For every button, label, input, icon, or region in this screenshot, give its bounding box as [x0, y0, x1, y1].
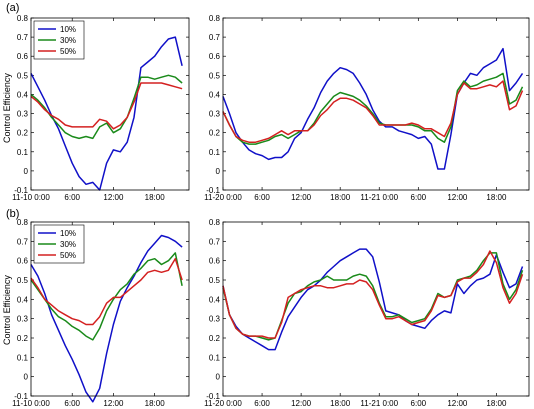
- x-tick-label: 12:00: [103, 399, 124, 408]
- x-tick-label: 12:00: [291, 399, 312, 408]
- y-tick-label: 0.3: [17, 110, 29, 119]
- y-tick-label: 0: [216, 167, 221, 176]
- series-line-30pct: [222, 252, 524, 341]
- plot-frame: [222, 17, 530, 191]
- series-line-50pct: [222, 80, 524, 143]
- y-tick-label: 0: [216, 373, 221, 382]
- legend-entry: 50%: [60, 47, 76, 56]
- y-tick-label: 0.1: [17, 353, 29, 362]
- y-tick-label: 0.7: [17, 33, 29, 42]
- y-tick-label: 0.1: [17, 148, 29, 157]
- x-tick-label: 12:00: [447, 193, 468, 202]
- y-tick-label: -0.1: [14, 186, 28, 195]
- y-tick-label: 0.5: [17, 276, 29, 285]
- x-tick-label: 11-10 0:00: [12, 193, 50, 202]
- y-tick-label: 0.8: [209, 14, 221, 23]
- y-tick-label: 0.6: [17, 257, 29, 266]
- x-tick-label: 11-21 0:00: [360, 193, 398, 202]
- series-line-10pct: [222, 248, 524, 351]
- y-tick-label: 0.2: [209, 334, 221, 343]
- y-tick-label: 0.8: [17, 14, 29, 23]
- legend: 10% 30% 50%: [33, 224, 85, 264]
- x-tick-label: 6:00: [64, 399, 80, 408]
- y-tick-label: 0.6: [17, 52, 29, 61]
- y-tick-label: 0.4: [17, 295, 29, 304]
- y-tick-label: 0.3: [209, 110, 221, 119]
- y-tick-label: 0.2: [17, 129, 29, 138]
- x-tick-label: 18:00: [330, 399, 351, 408]
- legend-entry: 10%: [60, 25, 76, 34]
- subplot-3: -0.1 0 0.1 0.2 0.3 0.4 0.5 0.6 0.7 0.8 11-20 0:00 6…: [204, 218, 530, 408]
- series-line-30pct: [222, 72, 524, 145]
- y-tick-label: 0.7: [17, 237, 29, 246]
- y-tick-label: 0.6: [209, 257, 221, 266]
- legend-entry: 30%: [60, 36, 76, 45]
- y-tick-label: 0.5: [17, 71, 29, 80]
- series-line-50pct: [222, 250, 524, 339]
- y-tick-label: 0.2: [17, 334, 29, 343]
- x-tick-label: 12:00: [103, 193, 124, 202]
- y-tick-label: 0.6: [209, 52, 221, 61]
- y-tick-label: 0.3: [209, 315, 221, 324]
- series-line-50pct: [30, 257, 183, 326]
- plot-frame: [30, 221, 190, 397]
- x-tick-label: 11-20 0:00: [204, 193, 242, 202]
- y-tick-label: 0.1: [209, 148, 221, 157]
- series-line-30pct: [30, 252, 183, 341]
- x-tick-label: 18:00: [486, 399, 507, 408]
- y-tick-label: 0: [24, 167, 29, 176]
- subplot-0: -0.1 0 0.1 0.2 0.3 0.4 0.5 0.6 0.7 0.8 11-10 0:00 6…: [12, 14, 190, 202]
- plot-area-group: -0.1 0 0.1 0.2 0.3 0.4 0.5 0.6 0.7 0.8 11-10 0:00 6…: [12, 14, 530, 408]
- series-line-10pct: [30, 234, 183, 403]
- y-tick-label: 0.8: [17, 218, 29, 227]
- series-line-30pct: [30, 74, 183, 140]
- legend-entry: 50%: [60, 251, 76, 260]
- x-tick-label: 18:00: [145, 193, 166, 202]
- x-tick-label: 11-21 0:00: [360, 399, 398, 408]
- legend: 10% 30% 50%: [33, 20, 85, 60]
- series-line-50pct: [30, 82, 183, 130]
- legend-entry: 10%: [60, 229, 76, 238]
- x-tick-label: 12:00: [291, 193, 312, 202]
- x-tick-label: 6:00: [254, 399, 270, 408]
- y-tick-label: 0.5: [209, 71, 221, 80]
- subplot-1: -0.1 0 0.1 0.2 0.3 0.4 0.5 0.6 0.7 0.8 11-20 0:00 6…: [204, 14, 530, 202]
- y-tick-label: -0.1: [206, 186, 220, 195]
- y-axis-label-bottom: Control Efficiency: [2, 275, 12, 345]
- y-tick-label: 0.3: [17, 315, 29, 324]
- x-tick-label: 6:00: [254, 193, 270, 202]
- y-tick-label: 0.1: [209, 353, 221, 362]
- x-tick-label: 11-20 0:00: [204, 399, 242, 408]
- y-tick-label: 0.2: [209, 129, 221, 138]
- panel-label-a: (a): [6, 2, 19, 14]
- y-tick-label: 0.5: [209, 276, 221, 285]
- y-axis-label-top: Control Efficiency: [2, 73, 12, 143]
- x-tick-label: 18:00: [330, 193, 351, 202]
- y-tick-label: 0.7: [209, 33, 221, 42]
- series-line-10pct: [222, 47, 524, 170]
- x-tick-label: 11-10 0:00: [12, 399, 50, 408]
- y-tick-label: 0.8: [209, 218, 221, 227]
- y-tick-label: -0.1: [206, 392, 220, 401]
- y-tick-label: 0.4: [209, 295, 221, 304]
- y-tick-label: -0.1: [14, 392, 28, 401]
- plot-frame: [222, 221, 530, 397]
- x-tick-label: 6:00: [411, 399, 427, 408]
- legend-entry: 30%: [60, 240, 76, 249]
- series-line-10pct: [30, 36, 183, 191]
- x-tick-label: 12:00: [447, 399, 468, 408]
- x-tick-label: 6:00: [411, 193, 427, 202]
- y-tick-label: 0.4: [17, 90, 29, 99]
- y-tick-label: 0.4: [209, 90, 221, 99]
- x-tick-label: 18:00: [145, 399, 166, 408]
- y-tick-label: 0: [24, 373, 29, 382]
- plot-frame: [30, 17, 190, 191]
- y-tick-label: 0.7: [209, 237, 221, 246]
- panel-label-b: (b): [6, 208, 19, 220]
- subplot-2: -0.1 0 0.1 0.2 0.3 0.4 0.5 0.6 0.7 0.8 11-10 0:00 6…: [12, 218, 190, 408]
- x-tick-label: 18:00: [486, 193, 507, 202]
- x-tick-label: 6:00: [64, 193, 80, 202]
